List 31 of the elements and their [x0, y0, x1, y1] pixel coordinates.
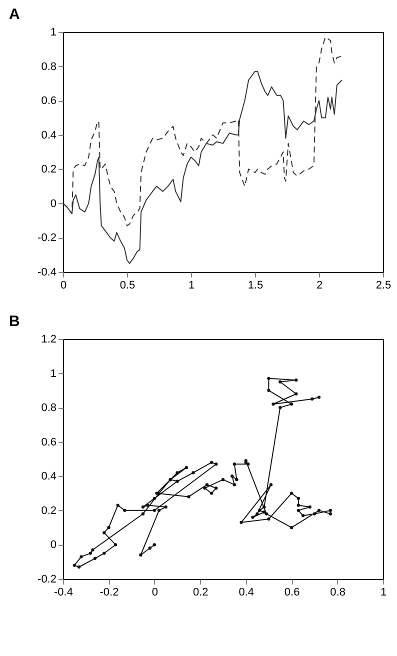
x-tick-label: 0	[152, 586, 158, 598]
y-tick-label: 1	[50, 26, 56, 38]
y-tick-label: 0.2	[41, 504, 56, 517]
x-tick-label: 0.5	[120, 280, 136, 292]
x-tick-label: -0.2	[100, 586, 119, 598]
y-tick-label: 1.2	[41, 334, 56, 346]
y-tick-label: -0.4	[38, 266, 56, 278]
y-tick-label: -0.2	[38, 574, 56, 586]
x-tick-label: 2	[316, 280, 323, 292]
y-tick-label: 0.8	[41, 402, 56, 414]
y-tick-label: 0.4	[41, 470, 56, 483]
x-tick-label: 1.5	[248, 280, 264, 292]
y-tick-label: 0.8	[41, 60, 56, 73]
x-tick-label: 0	[60, 280, 67, 292]
chart-title: B	[9, 313, 20, 330]
chart-title: A	[9, 6, 20, 23]
x-tick-label: 0.4	[238, 586, 254, 598]
y-tick-label: 0	[50, 198, 56, 210]
y-tick-label: 0	[50, 539, 56, 552]
y-tick-label: 0.6	[41, 436, 56, 448]
x-tick-label: 1	[188, 280, 195, 292]
x-tick-label: 1	[380, 586, 387, 598]
y-tick-label: 0.2	[41, 164, 56, 176]
y-tick-label: 0.6	[41, 95, 56, 108]
x-tick-label: 2.5	[376, 280, 392, 292]
y-tick-label: 0.4	[41, 129, 56, 142]
x-tick-label: 0.2	[192, 586, 208, 598]
x-tick-label: 0.6	[284, 586, 300, 598]
x-tick-label: 0.8	[330, 586, 346, 598]
y-tick-label: 1	[50, 368, 56, 380]
y-tick-label: -0.2	[38, 232, 56, 244]
